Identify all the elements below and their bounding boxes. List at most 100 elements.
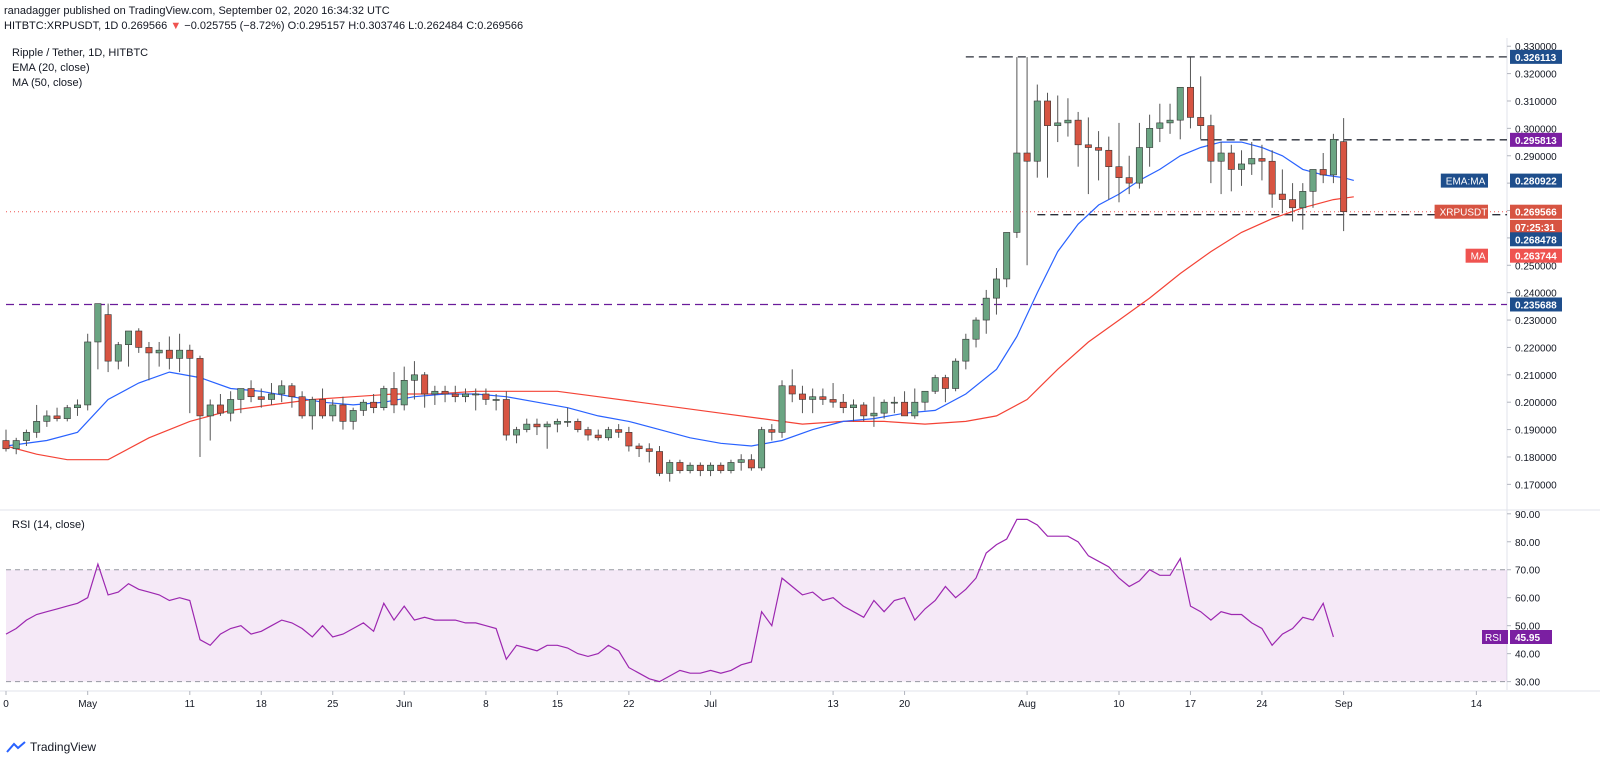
time-tick-label: 20 (899, 699, 911, 710)
candle-body (758, 429, 766, 469)
price-tick-label: 0.230000 (1515, 316, 1557, 327)
candle (349, 407, 357, 430)
candle-body (390, 388, 398, 406)
candle-body (921, 390, 929, 403)
candle-body (268, 393, 275, 400)
price-tick-label: 0.330000 (1515, 42, 1557, 53)
candle-body (155, 349, 163, 354)
candle-body (513, 429, 521, 436)
candle (94, 303, 102, 370)
candle (584, 426, 592, 441)
candle (737, 454, 745, 471)
candle-body (1319, 169, 1327, 176)
candle (778, 380, 786, 438)
candle (656, 446, 663, 477)
candle-body (33, 421, 41, 433)
candle-body (809, 396, 817, 400)
rsi-tick-label: 50.00 (1515, 622, 1540, 633)
price-change: −0.025755 (−8.72%) (184, 20, 285, 32)
candle-body (339, 404, 347, 422)
candle (1115, 122, 1123, 203)
candle-body (1105, 149, 1113, 168)
rsi-badge-tag: RSI (1485, 633, 1502, 644)
price-badge-bg (1510, 132, 1562, 147)
candle (298, 391, 306, 419)
candle-body (400, 379, 408, 406)
candle (1197, 76, 1205, 140)
candle (125, 330, 132, 367)
candle (359, 399, 367, 416)
candle-body (502, 399, 510, 436)
candle-body (1329, 139, 1337, 176)
candle (329, 399, 337, 422)
candle (441, 385, 449, 403)
candle-body (1176, 86, 1184, 121)
price-badge: XRPUSDT 0.269566 (1434, 204, 1562, 219)
candle-body (992, 278, 1000, 299)
candle-body (74, 404, 81, 408)
candle (482, 388, 490, 405)
candle (941, 374, 949, 403)
tradingview-logo-icon (6, 741, 26, 753)
candle (1186, 57, 1194, 129)
candle-body (686, 464, 694, 471)
candle (1227, 144, 1235, 192)
candle-body (1074, 119, 1082, 146)
candle-body (84, 341, 92, 406)
candle (114, 341, 122, 370)
time-tick-label: 24 (1256, 699, 1268, 710)
candle-body (1207, 125, 1215, 162)
candle-body (1340, 141, 1348, 213)
candle-body (788, 385, 796, 395)
price-tick-label: 0.190000 (1515, 426, 1557, 437)
candle-body (901, 401, 909, 417)
price-badge: 0.235688 (1510, 297, 1562, 312)
candle (1095, 131, 1103, 181)
candle-body (982, 297, 990, 321)
candle-body (257, 396, 265, 400)
candle-body (839, 401, 847, 408)
candle (758, 426, 766, 471)
candle-body (1115, 166, 1123, 178)
candle-body (584, 429, 592, 436)
candle (727, 459, 735, 474)
last-price: 0.269566 (121, 20, 168, 32)
legend-ema: EMA (20, close) (12, 62, 90, 74)
rsi-badge-value: 45.95 (1515, 633, 1540, 644)
candle (645, 443, 653, 463)
price-badge-bg (1510, 49, 1562, 64)
candle-body (890, 401, 898, 404)
candle (870, 396, 878, 427)
candle-body (880, 401, 888, 414)
candle (533, 418, 541, 436)
candle (74, 399, 81, 416)
candle (176, 333, 184, 373)
candle-body (43, 415, 51, 422)
tradingview-brand[interactable]: TradingView (6, 740, 96, 754)
candle-body (247, 388, 255, 398)
candle (717, 462, 725, 474)
candle (1156, 103, 1164, 143)
candle-body (1268, 160, 1276, 195)
candle-body (533, 423, 541, 428)
candle-body (298, 396, 306, 417)
time-tick-label: 25 (327, 699, 339, 710)
candle-body (451, 393, 459, 398)
candle-body (359, 401, 367, 411)
candle-body (1238, 163, 1245, 170)
candle (22, 429, 30, 447)
time-tick-label: 18 (256, 699, 268, 710)
price-badge: 0.268478 (1510, 232, 1562, 247)
candle (1217, 142, 1225, 195)
candle (268, 383, 275, 405)
candle (472, 388, 480, 411)
price-badge-bg (1510, 232, 1562, 247)
candle-body (615, 429, 623, 433)
price-badge-tag-bg (1440, 173, 1488, 188)
rsi-tick-label: 80.00 (1515, 538, 1540, 549)
candle-body (482, 393, 490, 400)
candle (145, 341, 153, 381)
candle-body (216, 404, 224, 414)
candle-body (125, 330, 132, 345)
